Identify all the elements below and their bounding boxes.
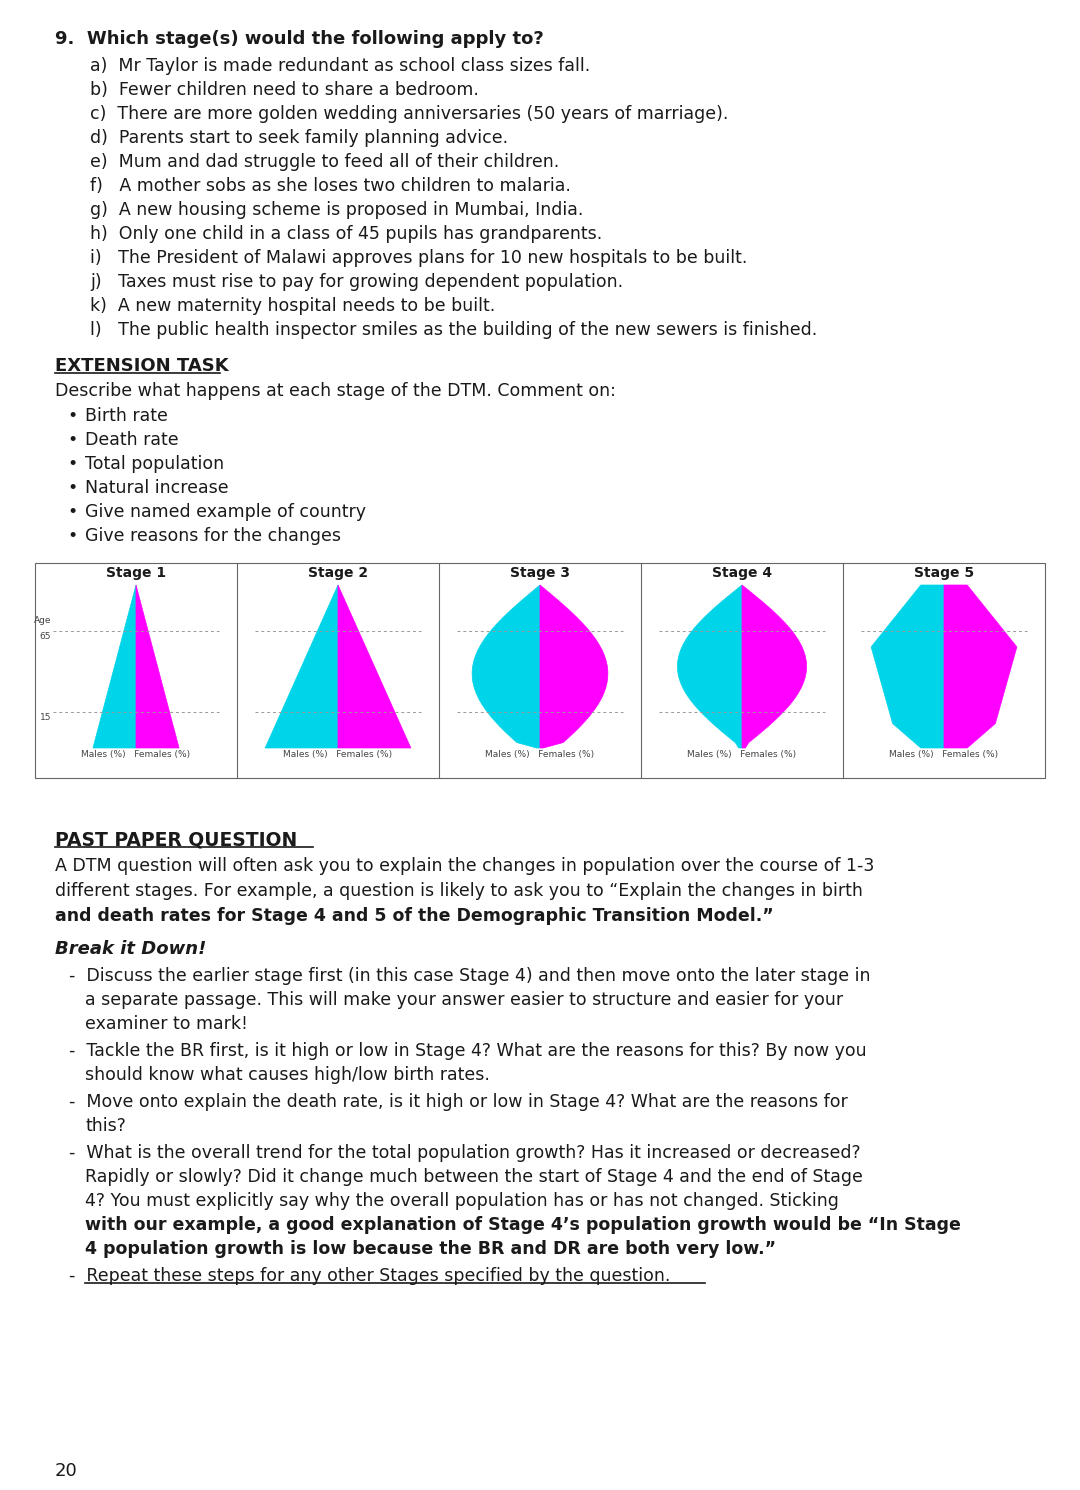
Text: 65: 65	[40, 632, 51, 641]
Text: b)  Fewer children need to share a bedroom.: b) Fewer children need to share a bedroo…	[90, 80, 478, 98]
Text: f)   A mother sobs as she loses two children to malaria.: f) A mother sobs as she loses two childr…	[90, 177, 571, 195]
Text: -  Tackle the BR first, is it high or low in Stage 4? What are the reasons for t: - Tackle the BR first, is it high or low…	[69, 1042, 866, 1059]
Text: Birth rate: Birth rate	[85, 407, 167, 425]
Text: g)  A new housing scheme is proposed in Mumbai, India.: g) A new housing scheme is proposed in M…	[90, 201, 583, 219]
Text: Give named example of country: Give named example of country	[85, 504, 366, 522]
Text: -  Repeat these steps for any other Stages specified by the question.: - Repeat these steps for any other Stage…	[69, 1266, 671, 1284]
Text: Males (%)   Females (%): Males (%) Females (%)	[283, 749, 392, 758]
Text: 4? You must explicitly say why the overall population has or has not changed. St: 4? You must explicitly say why the overa…	[85, 1192, 839, 1210]
Text: examiner to mark!: examiner to mark!	[85, 1015, 248, 1033]
Text: h)  Only one child in a class of 45 pupils has grandparents.: h) Only one child in a class of 45 pupil…	[90, 225, 603, 243]
Text: d)  Parents start to seek family planning advice.: d) Parents start to seek family planning…	[90, 130, 508, 148]
Polygon shape	[93, 586, 136, 748]
Text: Break it Down!: Break it Down!	[55, 940, 206, 958]
Text: a)  Mr Taylor is made redundant as school class sizes fall.: a) Mr Taylor is made redundant as school…	[90, 57, 591, 74]
Polygon shape	[742, 586, 807, 748]
Text: •: •	[67, 478, 78, 498]
Polygon shape	[265, 586, 338, 748]
Text: k)  A new maternity hospital needs to be built.: k) A new maternity hospital needs to be …	[90, 297, 496, 314]
Text: 4 population growth is low because the BR and DR are both very low.”: 4 population growth is low because the B…	[85, 1240, 777, 1258]
Text: PAST PAPER QUESTION: PAST PAPER QUESTION	[55, 830, 297, 849]
Text: j)   Taxes must rise to pay for growing dependent population.: j) Taxes must rise to pay for growing de…	[90, 273, 623, 291]
Text: c)  There are more golden wedding anniversaries (50 years of marriage).: c) There are more golden wedding anniver…	[90, 104, 728, 124]
Text: with our example, a good explanation of Stage 4’s population growth would be “In: with our example, a good explanation of …	[85, 1216, 961, 1234]
Text: Age: Age	[33, 615, 51, 624]
Text: 9.  Which stage(s) would the following apply to?: 9. Which stage(s) would the following ap…	[55, 30, 543, 48]
Text: Males (%)   Females (%): Males (%) Females (%)	[485, 749, 595, 758]
Text: Rapidly or slowly? Did it change much between the start of Stage 4 and the end o: Rapidly or slowly? Did it change much be…	[85, 1168, 863, 1186]
Text: a separate passage. This will make your answer easier to structure and easier fo: a separate passage. This will make your …	[85, 991, 843, 1009]
Text: Stage 3: Stage 3	[510, 566, 570, 580]
Text: •: •	[67, 407, 78, 425]
Text: Stage 5: Stage 5	[914, 566, 974, 580]
Text: i)   The President of Malawi approves plans for 10 new hospitals to be built.: i) The President of Malawi approves plan…	[90, 249, 747, 267]
Text: l)   The public health inspector smiles as the building of the new sewers is fin: l) The public health inspector smiles as…	[90, 320, 818, 340]
Text: 15: 15	[40, 714, 51, 723]
Text: Death rate: Death rate	[85, 431, 178, 448]
Text: Males (%)   Females (%): Males (%) Females (%)	[890, 749, 999, 758]
Text: EXTENSION TASK: EXTENSION TASK	[55, 358, 229, 375]
Polygon shape	[338, 586, 410, 748]
Bar	[35, 563, 1045, 778]
Text: different stages. For example, a question is likely to ask you to “Explain the c: different stages. For example, a questio…	[55, 882, 863, 900]
Polygon shape	[136, 586, 179, 748]
Polygon shape	[944, 586, 1017, 748]
Text: •: •	[67, 527, 78, 545]
Text: 20: 20	[55, 1462, 78, 1480]
Polygon shape	[677, 586, 742, 748]
Text: •: •	[67, 431, 78, 448]
Text: -  Move onto explain the death rate, is it high or low in Stage 4? What are the : - Move onto explain the death rate, is i…	[69, 1094, 848, 1112]
Text: Males (%)   Females (%): Males (%) Females (%)	[81, 749, 190, 758]
Text: -  What is the overall trend for the total population growth? Has it increased o: - What is the overall trend for the tota…	[69, 1144, 861, 1162]
Text: •: •	[67, 504, 78, 522]
Text: •: •	[67, 454, 78, 472]
Polygon shape	[540, 586, 608, 748]
Text: -  Discuss the earlier stage first (in this case Stage 4) and then move onto the: - Discuss the earlier stage first (in th…	[69, 967, 870, 985]
Text: Stage 2: Stage 2	[308, 566, 368, 580]
Polygon shape	[872, 586, 944, 748]
Text: Stage 4: Stage 4	[712, 566, 772, 580]
Text: Give reasons for the changes: Give reasons for the changes	[85, 527, 341, 545]
Text: and death rates for Stage 4 and 5 of the Demographic Transition Model.”: and death rates for Stage 4 and 5 of the…	[55, 907, 773, 925]
Text: Describe what happens at each stage of the DTM. Comment on:: Describe what happens at each stage of t…	[55, 381, 616, 399]
Text: A DTM question will often ask you to explain the changes in population over the : A DTM question will often ask you to exp…	[55, 857, 875, 875]
Text: this?: this?	[85, 1118, 126, 1135]
Text: Natural increase: Natural increase	[85, 478, 229, 498]
Polygon shape	[472, 586, 540, 748]
Text: should know what causes high/low birth rates.: should know what causes high/low birth r…	[85, 1065, 490, 1085]
Text: Males (%)   Females (%): Males (%) Females (%)	[688, 749, 797, 758]
Text: Total population: Total population	[85, 454, 225, 472]
Text: e)  Mum and dad struggle to feed all of their children.: e) Mum and dad struggle to feed all of t…	[90, 153, 559, 171]
Text: Stage 1: Stage 1	[106, 566, 166, 580]
